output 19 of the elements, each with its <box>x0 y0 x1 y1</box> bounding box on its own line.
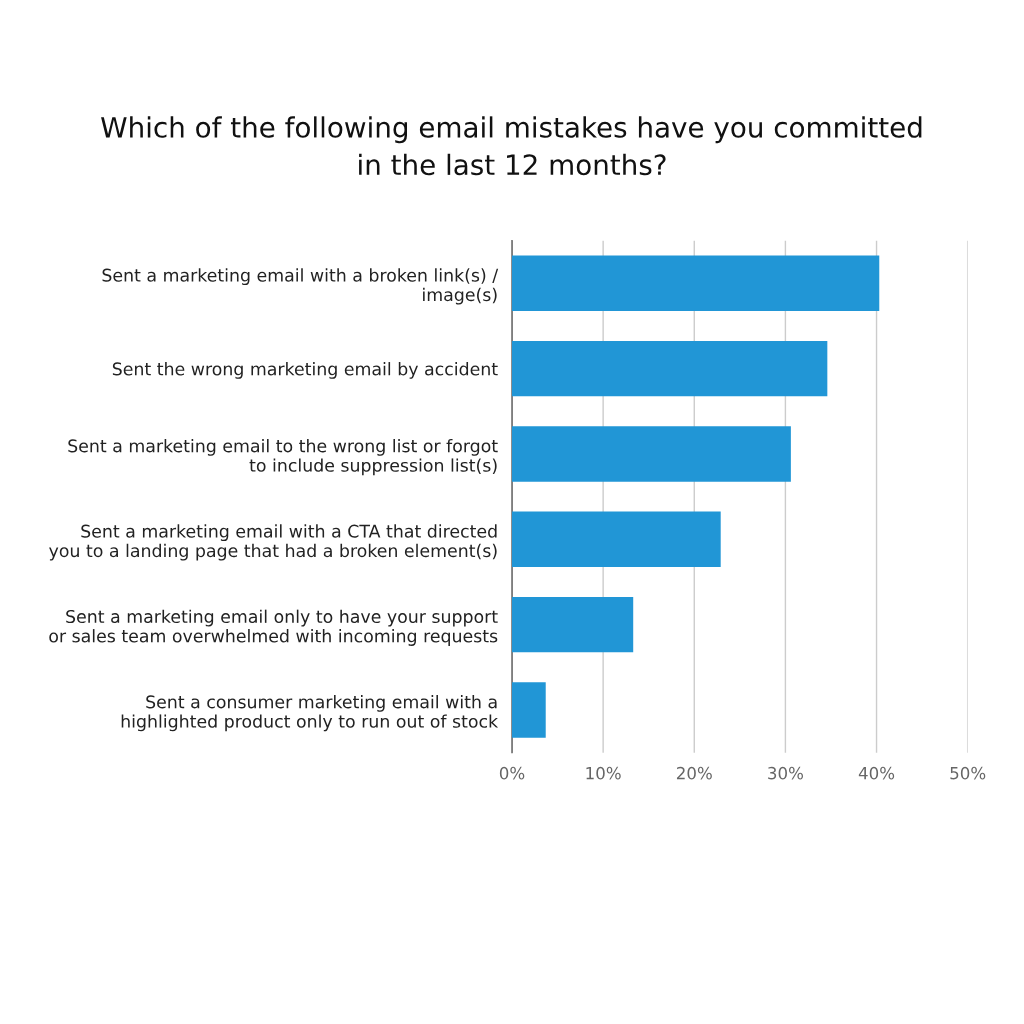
chart-title: Which of the following email mistakes have you committed in the last 12 months? <box>101 116 922 176</box>
y-tick-label: Sent a marketing email with a broken link(s) / image(s) <box>102 268 499 305</box>
y-tick-label: Sent a marketing email only to have your support or sales team overwhelmed with incoming requests <box>49 609 498 646</box>
bar <box>512 340 828 397</box>
y-tick-label: Sent a consumer marketing email with a highlighted product only to run out of stock <box>121 694 499 732</box>
x-tick-label: 20% <box>676 766 712 780</box>
y-tick-label: Sent the wrong marketing email by accident <box>112 362 498 379</box>
bar <box>512 426 791 482</box>
bar <box>512 255 880 312</box>
y-tick-label: Sent a marketing email with a CTA that directed you to a landing page that had a broken element(s) <box>49 524 497 561</box>
bar <box>512 682 546 738</box>
bar <box>512 596 634 653</box>
x-tick-label: 10% <box>586 766 621 780</box>
x-tick-label: 50% <box>950 766 986 780</box>
bar <box>512 511 721 568</box>
x-tick-label: 0% <box>499 766 525 780</box>
x-tick-label: 40% <box>858 766 895 780</box>
y-tick-label: Sent a marketing email to the wrong list or forgot to include suppression list(s) <box>68 438 498 476</box>
x-tick-label: 30% <box>768 766 804 780</box>
